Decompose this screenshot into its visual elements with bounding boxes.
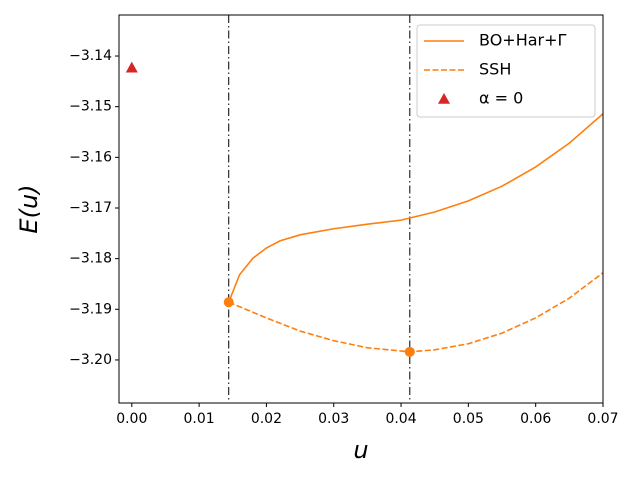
x-tick-label: 0.02	[251, 411, 282, 427]
series-line	[228, 272, 604, 353]
x-tick-label: 0.03	[318, 411, 349, 427]
legend-box	[416, 24, 596, 118]
x-tick-label: 0.01	[184, 411, 215, 427]
y-tick-label: −3.15	[69, 99, 112, 115]
plot-frame	[118, 14, 604, 404]
point	[223, 297, 234, 308]
y-axis-label: E(u)	[15, 184, 43, 233]
y-tick-label: −3.20	[69, 352, 112, 368]
legend-label: BO+Har+Γ	[479, 31, 567, 50]
x-tick-label: 0.07	[587, 411, 618, 427]
y-tick-label: −3.19	[69, 301, 112, 317]
marker	[125, 61, 138, 73]
legend: BO+Har+Γ SSH α = 0	[416, 24, 596, 118]
point	[404, 346, 415, 357]
x-tick-label: 0.06	[520, 411, 551, 427]
series-line	[227, 113, 604, 303]
x-tick-label: 0.05	[453, 411, 484, 427]
y-tick-label: −3.18	[69, 251, 112, 267]
x-axis-label: u	[353, 436, 368, 464]
legend-label: α = 0	[479, 89, 523, 108]
y-tick-label: −3.16	[69, 149, 112, 165]
x-tick-label: 0.04	[385, 411, 416, 427]
x-tick-label: 0.00	[116, 411, 147, 427]
y-tick-label: −3.14	[69, 48, 112, 64]
legend-marker	[438, 93, 450, 104]
y-tick-label: −3.17	[69, 200, 112, 216]
legend-label: SSH	[479, 60, 511, 79]
